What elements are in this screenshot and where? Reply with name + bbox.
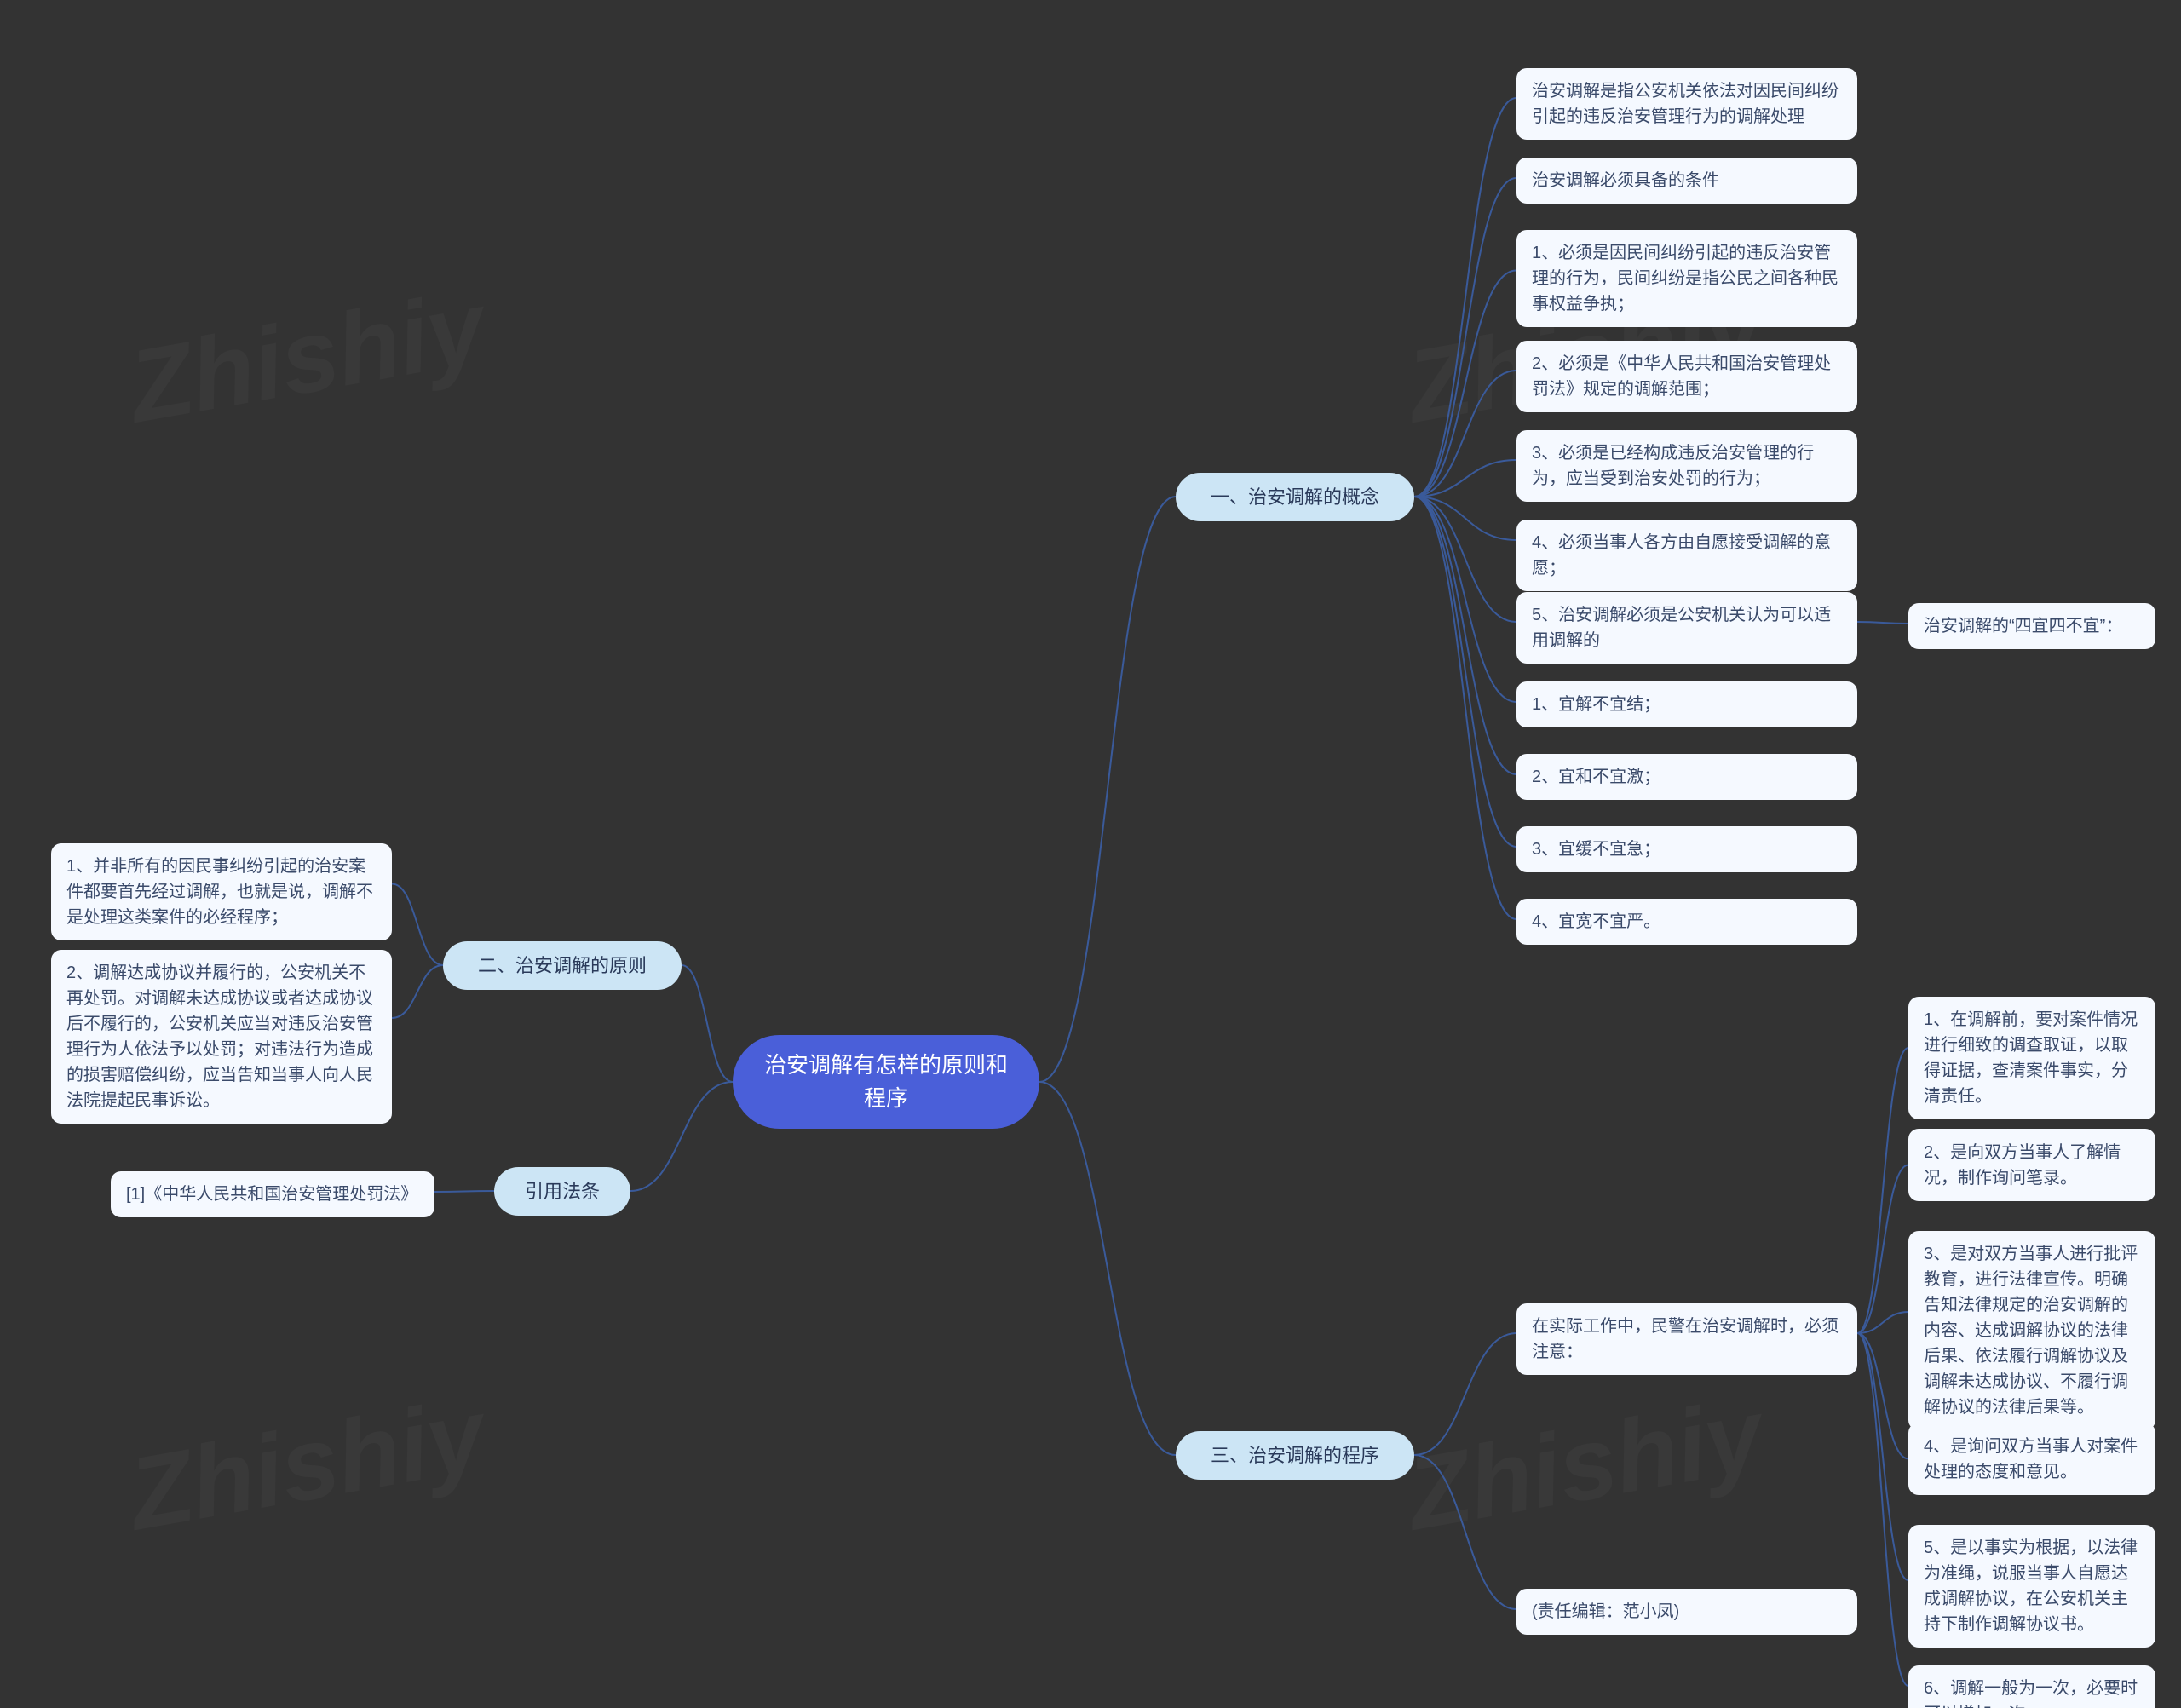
leaf-b3c1[interactable]: 在实际工作中，民警在治安调解时，必须注意： <box>1516 1303 1857 1375</box>
leaf-b1c7[interactable]: 5、治安调解必须是公安机关认为可以适用调解的 <box>1516 592 1857 664</box>
leaf-b2c2[interactable]: 2、调解达成协议并履行的，公安机关不再处罚。对调解未达成协议或者达成协议后不履行… <box>51 950 392 1124</box>
leaf-b1c1[interactable]: 治安调解是指公安机关依法对因民间纠纷引起的违反治安管理行为的调解处理 <box>1516 68 1857 140</box>
leaf-b1c7a[interactable]: 治安调解的“四宜四不宜”： <box>1908 603 2155 649</box>
leaf-b4c1[interactable]: [1]《中华人民共和国治安管理处罚法》 <box>111 1171 434 1217</box>
branch-b3[interactable]: 三、治安调解的程序 <box>1176 1431 1414 1480</box>
watermark: Zhishiy <box>120 1376 493 1554</box>
leaf-b1c10[interactable]: 3、宜缓不宜急； <box>1516 826 1857 872</box>
leaf-b2c1[interactable]: 1、并非所有的因民事纠纷引起的治安案件都要首先经过调解，也就是说，调解不是处理这… <box>51 843 392 940</box>
leaf-b1c9[interactable]: 2、宜和不宜激； <box>1516 754 1857 800</box>
branch-b2[interactable]: 二、治安调解的原则 <box>443 941 682 990</box>
leaf-b3c1a[interactable]: 1、在调解前，要对案件情况进行细致的调查取证，以取得证据，查清案件事实，分清责任… <box>1908 997 2155 1119</box>
leaf-b1c2[interactable]: 治安调解必须具备的条件 <box>1516 158 1857 204</box>
leaf-b1c6[interactable]: 4、必须当事人各方由自愿接受调解的意愿； <box>1516 520 1857 591</box>
leaf-b1c8[interactable]: 1、宜解不宜结； <box>1516 681 1857 727</box>
watermark: Zhishiy <box>1398 1376 1771 1554</box>
watermark: Zhishiy <box>120 268 493 446</box>
leaf-b3c1b[interactable]: 2、是向双方当事人了解情况，制作询问笔录。 <box>1908 1129 2155 1201</box>
leaf-b3c1d[interactable]: 4、是询问双方当事人对案件处理的态度和意见。 <box>1908 1423 2155 1495</box>
leaf-b1c4[interactable]: 2、必须是《中华人民共和国治安管理处罚法》规定的调解范围； <box>1516 341 1857 412</box>
leaf-b3c1f[interactable]: 6、调解一般为一次，必要时可以增加一次。 <box>1908 1665 2155 1708</box>
leaf-b3c1e[interactable]: 5、是以事实为根据，以法律为准绳，说服当事人自愿达成调解协议，在公安机关主持下制… <box>1908 1525 2155 1648</box>
branch-b1[interactable]: 一、治安调解的概念 <box>1176 473 1414 521</box>
leaf-b1c3[interactable]: 1、必须是因民间纠纷引起的违反治安管理的行为，民间纠纷是指公民之间各种民事权益争… <box>1516 230 1857 327</box>
leaf-b3c1c[interactable]: 3、是对双方当事人进行批评教育，进行法律宣传。明确告知法律规定的治安调解的内容、… <box>1908 1231 2155 1430</box>
leaf-b1c5[interactable]: 3、必须是已经构成违反治安管理的行为，应当受到治安处罚的行为； <box>1516 430 1857 502</box>
root-node[interactable]: 治安调解有怎样的原则和程序 <box>733 1035 1039 1129</box>
branch-b4[interactable]: 引用法条 <box>494 1167 630 1216</box>
leaf-b3c2[interactable]: (责任编辑：范小凤) <box>1516 1589 1857 1635</box>
leaf-b1c11[interactable]: 4、宜宽不宜严。 <box>1516 899 1857 945</box>
